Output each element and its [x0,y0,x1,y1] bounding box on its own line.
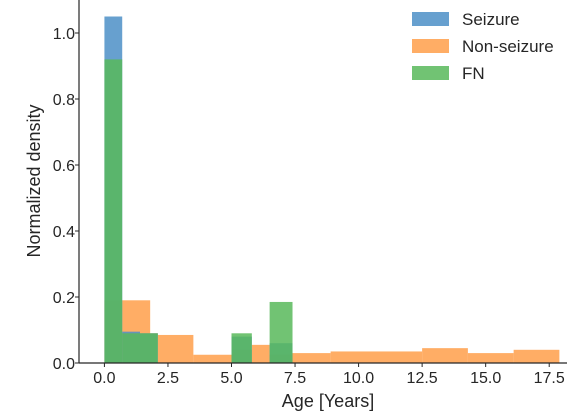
legend-swatch-seizure [412,12,449,26]
x-tick-labels: 0.0 2.5 5.0 7.5 10.0 12.5 15.0 17.5 [93,363,565,387]
x-tick-label-2: 5.0 [220,370,242,387]
bar-fn-3 [231,333,252,363]
x-tick-label-5: 12.5 [407,370,438,387]
legend-swatch-fn [412,66,449,80]
bar-fn-0 [104,59,123,364]
y-axis-label: Normalized density [24,104,44,257]
bar-non-seizure-6 [251,344,270,363]
y-tick-label-1: 0.2 [53,290,75,307]
bar-non-seizure-8 [292,353,331,363]
y-tick-label-5: 1.0 [53,26,75,43]
legend: Seizure Non-seizure FN [412,10,554,83]
y-tick-label-0: 0.0 [53,356,75,373]
legend-label-fn: FN [462,64,485,83]
legend-label-non-seizure: Non-seizure [462,37,554,56]
y-tick-label-2: 0.4 [53,224,75,241]
x-axis-label: Age [Years] [282,391,374,411]
bar-non-seizure-12 [513,349,560,363]
y-tick-label-4: 0.8 [53,92,75,109]
y-tick-labels: 0.0 0.2 0.4 0.6 0.8 1.0 [53,26,79,373]
bar-non-seizure-9 [330,351,423,363]
bar-non-seizure-10 [422,348,468,363]
legend-swatch-non-seizure [412,39,449,53]
x-tick-label-1: 2.5 [157,370,179,387]
bar-non-seizure-4 [193,354,232,363]
bar-fn-2 [140,333,158,363]
bar-non-seizure-3 [157,334,194,363]
legend-label-seizure: Seizure [462,10,520,29]
bar-fn-4 [269,301,293,363]
x-tick-label-0: 0.0 [93,370,115,387]
x-tick-label-7: 17.5 [534,370,565,387]
x-tick-label-4: 10.0 [343,370,374,387]
bars-layer [104,16,560,364]
x-tick-label-6: 15.0 [470,370,501,387]
x-tick-label-3: 7.5 [284,370,306,387]
bar-fn-1 [122,333,140,363]
y-tick-label-3: 0.6 [53,158,75,175]
bar-non-seizure-11 [467,353,514,363]
